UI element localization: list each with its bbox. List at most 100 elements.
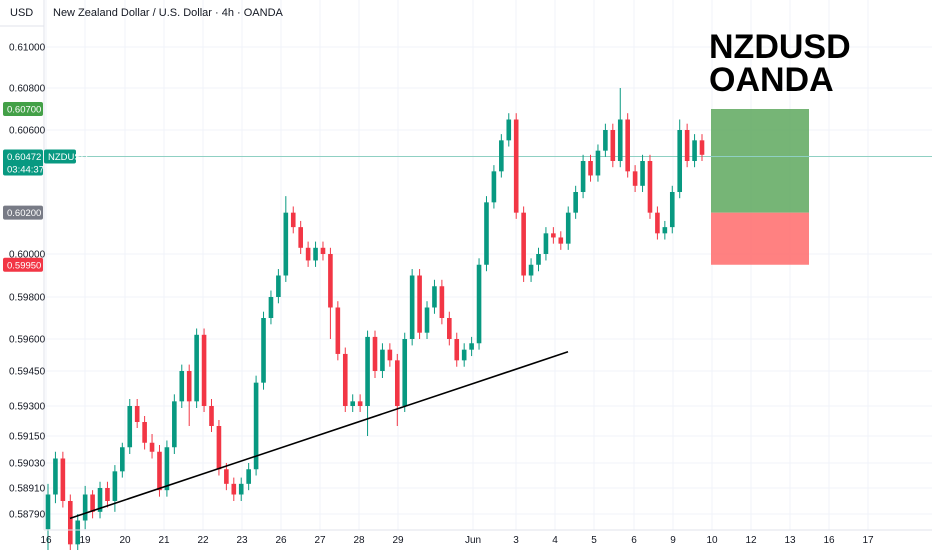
candle-body (82, 494, 88, 521)
candle-body (439, 286, 445, 318)
candle-body (365, 336, 370, 406)
symbol-badge-text: NZDUSD (48, 152, 88, 163)
time-tick-label: 27 (314, 535, 326, 546)
candle-body (655, 212, 660, 234)
candle-body (186, 371, 192, 402)
annotation-line-2: OANDA (709, 61, 834, 99)
candle (558, 231, 564, 250)
candle (491, 165, 497, 209)
candle (662, 220, 668, 240)
candle (238, 477, 244, 501)
time-tick-label: 9 (670, 535, 676, 546)
take-profit-badge-bg (3, 102, 43, 116)
candle (313, 241, 318, 267)
candle-body (45, 494, 51, 530)
time-tick-label: 19 (79, 535, 91, 546)
position-zones[interactable] (711, 109, 809, 265)
current-price-badge-bg (3, 149, 43, 176)
candle-body (164, 447, 170, 491)
candle-body (677, 130, 683, 192)
stop-loss-badge-bg (3, 257, 43, 272)
candle (409, 269, 415, 346)
candle (536, 247, 541, 272)
candle-body (536, 254, 541, 265)
price-axis[interactable]: 0.61000 0.60800 0.60600 0.60000 0.59800 0.596… (9, 43, 46, 521)
chart-title: New Zealand Dollar / U.S. Dollar · 4h · … (53, 7, 284, 19)
candle-body (394, 360, 400, 406)
candle (617, 88, 623, 168)
candle (335, 301, 341, 361)
candle-body (320, 247, 326, 254)
candle-body (603, 130, 608, 151)
candle-body (231, 483, 237, 495)
candle-body (461, 349, 467, 361)
candle (402, 332, 408, 412)
candle-body (380, 349, 385, 371)
candle-body (328, 254, 333, 308)
stop-loss-zone[interactable] (711, 212, 809, 265)
candle-body (521, 212, 526, 276)
candle (432, 279, 437, 314)
time-tick-label: 16 (823, 535, 835, 546)
time-tick-label: 20 (119, 535, 131, 546)
candle-body (491, 171, 497, 203)
candle-body (610, 130, 616, 161)
candle (454, 332, 460, 367)
price-tick-label: 0.61000 (9, 43, 46, 54)
candle (186, 364, 192, 426)
candle-body (647, 161, 653, 213)
candle-body (142, 422, 147, 443)
candle (97, 481, 103, 519)
candle-body (253, 382, 259, 470)
candle-body (209, 406, 214, 426)
annotation-line-1: NZDUSD (709, 28, 851, 66)
price-tick-label: 0.59450 (9, 367, 46, 378)
candle (75, 514, 81, 550)
candle (603, 123, 608, 157)
time-axis[interactable]: 16 19 20 21 22 23 26 27 28 29 Jun 3 4 5 6 9 10 12 13 16 17 (40, 535, 874, 546)
current-price-badge-countdown: 03:44:37 (7, 164, 44, 175)
take-profit-badge-text: 0.60700 (7, 105, 41, 116)
candle (261, 311, 266, 390)
take-profit-zone[interactable] (711, 109, 809, 213)
time-tick-label: 4 (552, 535, 558, 546)
candle (172, 394, 177, 454)
time-tick-label: 5 (591, 535, 597, 546)
price-tick-label: 0.60000 (9, 250, 46, 261)
candle (290, 206, 296, 234)
price-tick-label: 0.59600 (9, 335, 46, 346)
trendline[interactable] (69, 351, 569, 520)
candle-body (172, 401, 177, 448)
candle-body (372, 336, 378, 371)
candle (417, 269, 422, 339)
time-tick-label: 29 (392, 535, 404, 546)
time-tick-label: 6 (631, 535, 637, 546)
time-tick-label: 22 (197, 535, 209, 546)
candle-body (224, 469, 229, 484)
time-tick-label: 21 (158, 535, 170, 546)
candle (387, 343, 393, 367)
candle (573, 185, 578, 219)
candle (224, 463, 229, 491)
time-tick-label: 10 (706, 535, 718, 546)
entry-badge-text: 0.60200 (7, 208, 41, 219)
candles (45, 88, 705, 550)
candle-body (276, 275, 281, 297)
candle (320, 241, 326, 261)
candle-body (580, 161, 586, 192)
candle-body (432, 286, 437, 308)
candle-body (342, 353, 348, 406)
candle-body (53, 458, 58, 495)
candle-body (543, 233, 549, 254)
time-tick-label: 12 (745, 535, 757, 546)
candle-body (617, 119, 623, 161)
candle-body (127, 406, 133, 448)
candle-body (484, 202, 489, 265)
candle-body (194, 334, 199, 402)
candle-body (120, 447, 125, 472)
candle-body (357, 401, 363, 406)
candle-body (625, 119, 630, 172)
candle-body (573, 192, 578, 213)
